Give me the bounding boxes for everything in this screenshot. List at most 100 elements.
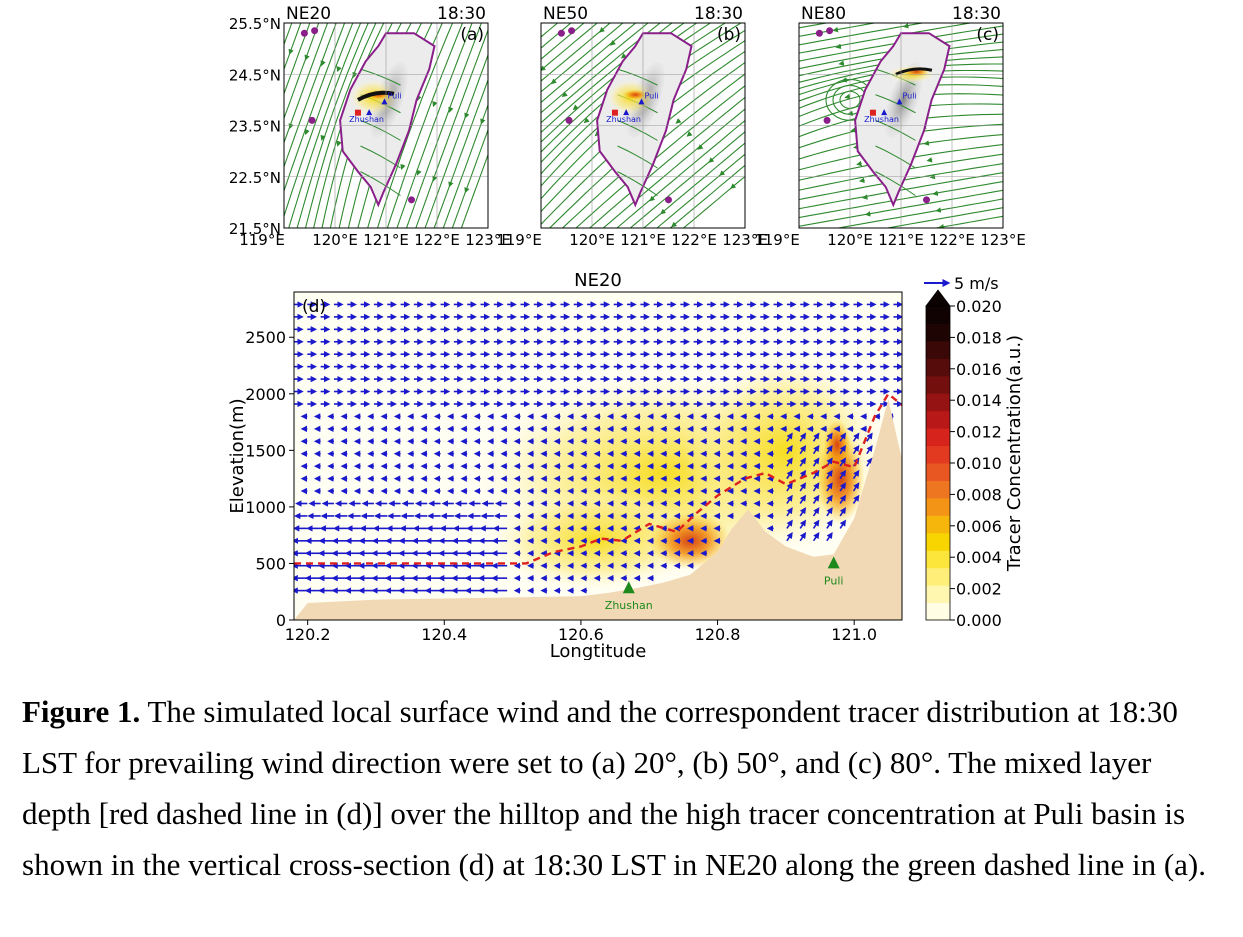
wind-vector [786,432,793,442]
map-content: Puli Zhushan [799,9,1003,228]
streamline [284,23,329,145]
streamline-arrow [320,134,326,141]
map-x-tick: 120°E [312,231,358,249]
wind-vector [826,469,833,480]
outlying-island [408,196,415,204]
colorbar-segment [926,428,950,447]
site-label: Puli [902,91,916,100]
y-tick-label: 2000 [245,385,286,404]
wind-vector [799,482,807,492]
streamline-arrow [320,60,326,67]
streamline-arrow [660,208,667,215]
colorbar-tick-label: 0.004 [956,548,1002,567]
streamline-arrow [686,131,693,137]
tracer-concentration-region [823,419,851,470]
cross-section-panel-tag: (d) [302,297,326,317]
streamline-arrow [902,23,909,29]
outlying-island [311,27,319,35]
streamline-arrow [903,9,906,10]
wind-vector [799,532,807,542]
mixed-layer-depth-line [294,391,902,565]
streamline [451,128,488,228]
streamline-arrow [599,27,605,33]
map-x-tick: 120°E [827,231,873,249]
colorbar-segment [926,585,950,604]
streamline-over-island [875,171,916,197]
site-label: Zhushan [349,115,384,124]
streamline [541,23,685,143]
colorbar-segment [926,393,950,412]
streamline-arrow [572,104,579,111]
site-marker [896,98,903,105]
wind-vector [786,494,793,504]
colorbar-tick-label: 0.010 [956,454,1002,473]
wind-vector [839,494,847,504]
streamline [433,78,488,228]
map-case-label: NE50 [543,4,588,24]
wind-vector [786,532,793,542]
wind-vector [839,432,847,442]
coastline [854,32,951,208]
quiver-key-label: 5 m/s [954,274,999,293]
streamline [442,103,488,228]
tracer-plume-core [623,89,648,100]
wind-vector [799,444,807,455]
y-tick-label: 2500 [245,328,286,347]
colorbar-tick-label: 0.012 [956,423,1002,442]
colorbar-tick-label: 0.018 [956,328,1002,347]
outlying-island [923,196,930,204]
streamline-arrow [274,44,275,47]
streamline [669,164,745,228]
map-y-tick: 24.5°N [229,66,281,84]
colorbar-segment [926,567,950,586]
x-tick-label: 120.8 [695,625,741,644]
streamline-arrow [448,106,454,113]
colorbar-segment [926,323,950,342]
x-tick-label: 120.2 [285,625,331,644]
site-label: Puli [644,91,658,100]
wind-vector [812,469,820,480]
streamline-arrow [541,65,546,72]
streamline [284,23,311,96]
x-tick-label: 121.0 [831,625,877,644]
map-time-label: 18:30 [952,4,1001,24]
station-marker [827,556,840,569]
outlying-island [565,116,573,124]
map-x-tick: 120°E [569,231,615,249]
wind-vector [826,432,833,442]
wind-vector [812,519,820,529]
wind-vector [852,494,860,504]
site-label: Puli [387,91,401,100]
streamline-arrow [480,118,486,125]
wind-vector [812,444,820,455]
streamline-arrow [561,91,568,98]
streamline [799,189,1003,227]
streamline-arrow [719,170,726,176]
wind-vector [786,482,793,492]
wind-vector [812,432,820,442]
wind-vector [799,507,807,517]
streamline-arrow [708,157,715,163]
streamline-arrow [844,93,851,100]
map-time-label: 18:30 [437,4,486,24]
streamline-arrow [847,110,854,117]
streamline-over-island [360,171,401,197]
x-tick-label: 120.4 [421,625,467,644]
figure-caption: Figure 1. The simulated local surface wi… [22,686,1222,890]
map-panel-3: Puli Zhushan NE80 18:30(c) 119°E 120°E 121°E 12… [754,4,1026,249]
streamline [588,96,745,228]
cross-section-panel: Zhushan Puli 120.2 120.4 120.6 120.8 121.0 0 500… [227,270,1025,660]
streamline-over-island [617,68,658,86]
streamline [575,85,745,228]
streamline-arrow [610,40,616,46]
colorbar-segment [926,410,950,429]
y-tick-label: 500 [255,554,286,573]
colorbar-tick-label: 0.020 [956,297,1002,316]
streamline-arrow [675,118,682,124]
tracer-plume-max [356,90,395,102]
colorbar-segment [926,480,950,499]
map-y-tick: 25.5°N [229,15,281,33]
y-axis-label: Elevation(m) [227,398,248,513]
streamline-arrow [464,187,470,194]
streamline-arrow [464,112,470,119]
